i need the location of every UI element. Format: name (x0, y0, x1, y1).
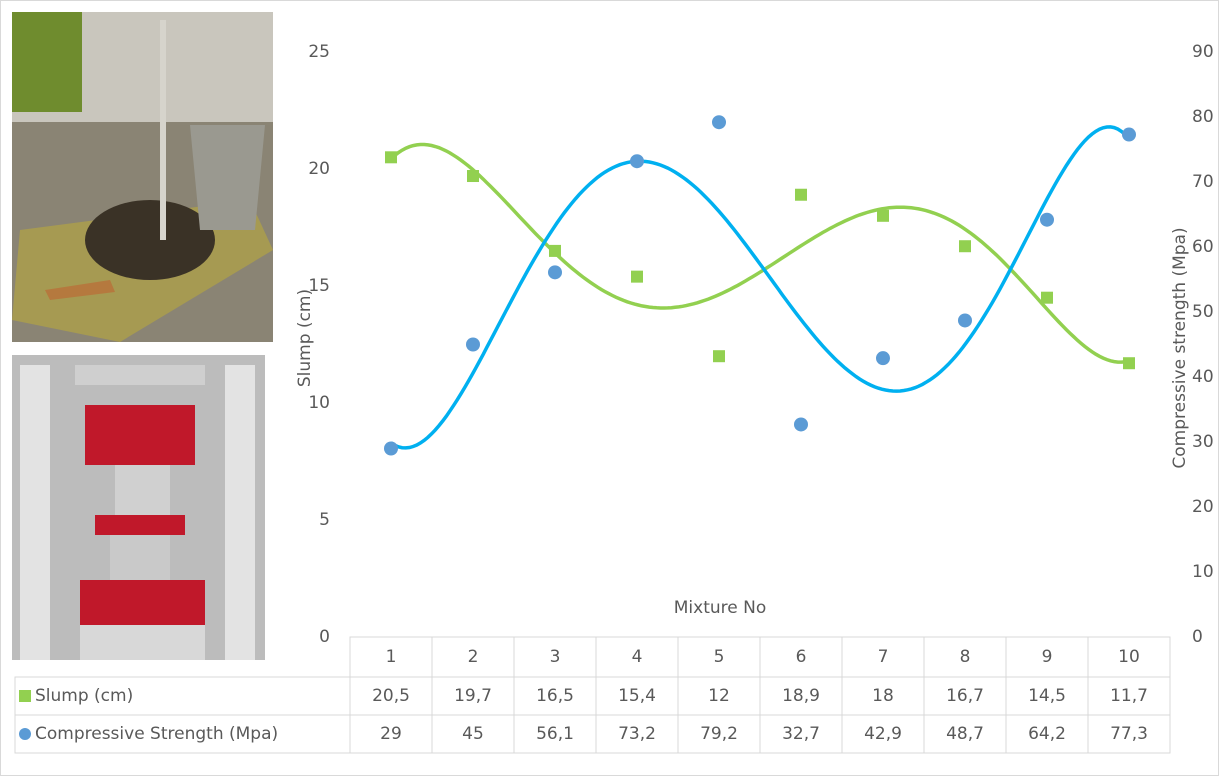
marker (631, 270, 643, 283)
marker (548, 265, 562, 280)
x-tick-label: 9 (1042, 647, 1053, 667)
y-axis-label: Slump (cm) (295, 289, 315, 387)
x-tick-label: 3 (550, 647, 561, 667)
legend-marker (19, 690, 31, 702)
table-value: 19,7 (454, 686, 492, 706)
x-tick-label: 1 (386, 647, 397, 667)
y2-tick-label: 80 (1192, 107, 1214, 127)
marker (958, 313, 972, 328)
y2-axis-label: Compressive strength (Mpa) (1170, 227, 1190, 468)
y2-tick-label: 20 (1192, 497, 1214, 517)
table-value: 16,7 (946, 686, 984, 706)
photo-slump-test (12, 12, 273, 342)
x-tick-label: 5 (714, 647, 725, 667)
marker (384, 441, 398, 456)
y2-tick-label: 50 (1192, 302, 1214, 322)
marker (713, 350, 725, 363)
photo-compression-machine (12, 355, 265, 660)
x-tick-label: 7 (878, 647, 889, 667)
marker (630, 154, 644, 169)
table-value: 16,5 (536, 686, 574, 706)
y2-tick-label: 10 (1192, 562, 1214, 582)
trendline (390, 125, 1131, 450)
x-tick-label: 10 (1118, 647, 1140, 667)
table-value: 73,2 (618, 724, 656, 744)
marker (876, 351, 890, 366)
marker (467, 170, 479, 183)
marker (712, 115, 726, 130)
legend-label: Slump (cm) (35, 686, 133, 706)
table-value: 12 (708, 686, 730, 706)
marker (877, 209, 889, 222)
x-tick-label: 4 (632, 647, 643, 667)
y-tick-label: 25 (308, 42, 330, 62)
table-value: 14,5 (1028, 686, 1066, 706)
marker (1040, 212, 1054, 227)
x-axis-label: Mixture No (674, 598, 767, 618)
legend-label: Compressive Strength (Mpa) (35, 724, 278, 744)
marker (385, 151, 397, 164)
trendline (389, 142, 1130, 364)
marker (1123, 357, 1135, 370)
table-value: 32,7 (782, 724, 820, 744)
y-tick-label: 15 (308, 276, 330, 296)
y2-tick-label: 70 (1192, 172, 1214, 192)
table-value: 20,5 (372, 686, 410, 706)
y2-tick-label: 90 (1192, 42, 1214, 62)
table-value: 77,3 (1110, 724, 1148, 744)
table-value: 11,7 (1110, 686, 1148, 706)
table-value: 42,9 (864, 724, 902, 744)
marker (794, 417, 808, 432)
marker (466, 337, 480, 352)
table-value: 64,2 (1028, 724, 1066, 744)
x-tick-label: 8 (960, 647, 971, 667)
table-value: 29 (380, 724, 402, 744)
y-tick-label: 10 (308, 393, 330, 413)
y2-tick-label: 0 (1192, 627, 1203, 647)
y2-tick-label: 30 (1192, 432, 1214, 452)
y-tick-label: 0 (319, 627, 330, 647)
table-value: 48,7 (946, 724, 984, 744)
table-value: 15,4 (618, 686, 656, 706)
x-tick-label: 2 (468, 647, 479, 667)
y-tick-label: 20 (308, 159, 330, 179)
table-value: 56,1 (536, 724, 574, 744)
table-value: 18,9 (782, 686, 820, 706)
table-value: 18 (872, 686, 894, 706)
y-tick-label: 5 (319, 510, 330, 530)
legend-marker (19, 728, 31, 740)
y2-tick-label: 40 (1192, 367, 1214, 387)
y2-tick-label: 60 (1192, 237, 1214, 257)
marker (1122, 127, 1136, 142)
marker (795, 188, 807, 201)
marker (549, 244, 561, 257)
marker (959, 240, 971, 253)
marker (1041, 291, 1053, 304)
table-value: 45 (462, 724, 484, 744)
table-value: 79,2 (700, 724, 738, 744)
x-tick-label: 6 (796, 647, 807, 667)
